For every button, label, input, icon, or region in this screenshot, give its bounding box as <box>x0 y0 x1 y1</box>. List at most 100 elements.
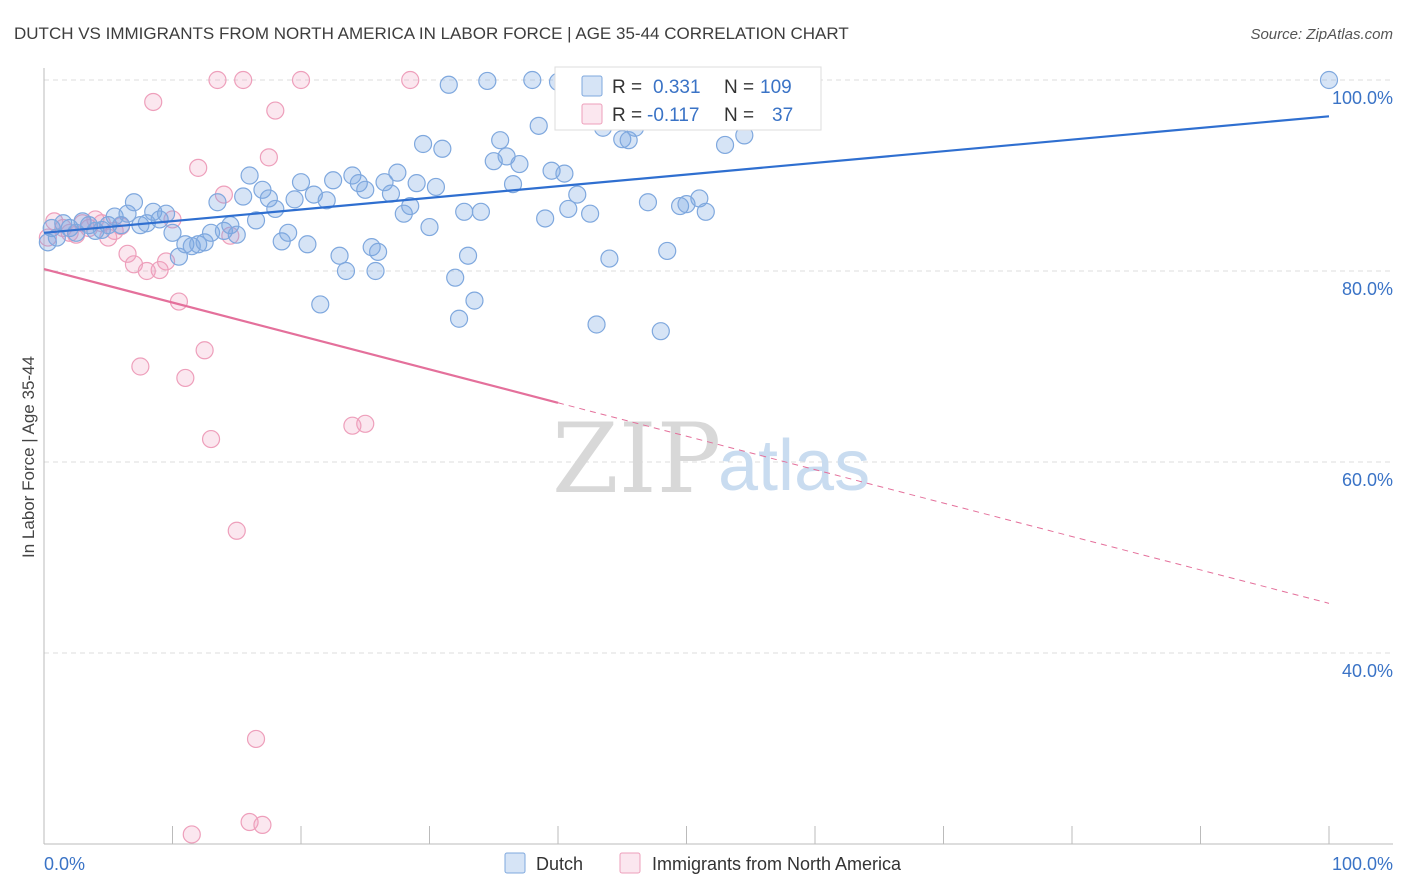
dutch-point-45 <box>324 171 343 190</box>
bottom-legend-immigrants-label: Immigrants from North America <box>652 854 902 874</box>
dutch-point-54 <box>375 173 394 192</box>
immigrants-point-35 <box>266 101 285 120</box>
dutch-point-52 <box>366 261 385 281</box>
dutch-point-0 <box>38 233 57 252</box>
axes <box>43 68 1393 845</box>
y-axis-label: In Labor Force | Age 35-44 <box>19 356 38 558</box>
immigrants-point-34 <box>259 148 278 167</box>
x-tick-label-100: 100.0% <box>1332 854 1393 874</box>
dutch-point-93 <box>638 193 658 212</box>
legend-imm-r-label: R = <box>612 105 642 126</box>
y-tick-label-80: 80.0% <box>1342 279 1393 299</box>
legend-imm-r-value: -0.117 <box>647 105 699 126</box>
dutch-point-58 <box>401 196 420 216</box>
dutch-point-84 <box>568 185 587 204</box>
chart-title: DUTCH VS IMMIGRANTS FROM NORTH AMERICA I… <box>14 24 849 43</box>
immigrants-point-16 <box>144 92 163 112</box>
dutch-point-40 <box>291 173 311 192</box>
trendlines <box>43 115 1330 604</box>
dutch-point-83 <box>559 199 578 219</box>
dutch-point-102 <box>715 135 735 155</box>
dutch-point-71 <box>478 71 497 91</box>
immigrants-trendline <box>43 268 559 404</box>
bottom-legend-swatch-immigrants <box>619 852 641 874</box>
dutch-point-59 <box>407 174 426 193</box>
dutch-point-60 <box>413 134 433 154</box>
legend-imm-n-value: 37 <box>772 105 793 126</box>
immigrants-point-26 <box>208 70 227 90</box>
dutch-point-94 <box>651 322 670 341</box>
dutch-point-90 <box>613 130 632 149</box>
bottom-legend-swatch-dutch <box>504 852 526 874</box>
immigrants-point-30 <box>234 70 253 90</box>
watermark-atlas: atlas <box>718 426 870 506</box>
dutch-point-44 <box>317 191 336 210</box>
dutch-point-25 <box>195 233 214 252</box>
dutch-point-78 <box>529 116 548 135</box>
y-tick-label-60: 60.0% <box>1342 470 1393 490</box>
dutch-point-57 <box>394 204 413 223</box>
dutch-point-95 <box>658 241 677 261</box>
legend-dutch-n-value: 109 <box>760 77 792 98</box>
dutch-point-49 <box>349 174 368 193</box>
legend-dutch-r-label: R = <box>612 77 642 98</box>
dutch-point-50 <box>356 180 375 199</box>
dutch-point-53 <box>369 242 388 261</box>
x-tick-label-0: 0.0% <box>44 854 85 874</box>
dutch-point-47 <box>336 261 356 281</box>
y-tick-label-100: 100.0% <box>1332 88 1393 108</box>
watermark: ZIP atlas <box>552 403 870 515</box>
immigrants-point-38 <box>356 414 375 433</box>
immigrants-point-12 <box>118 244 137 263</box>
dutch-point-36 <box>266 199 285 219</box>
immigrants-point-39 <box>401 70 420 90</box>
immigrants-point-14 <box>131 357 150 376</box>
dutch-point-62 <box>426 177 446 197</box>
dutch-point-27 <box>208 193 227 212</box>
immigrants-point-15 <box>137 261 156 281</box>
immigrants-point-23 <box>189 158 208 177</box>
series-legend: Dutch Immigrants from North America <box>504 852 902 874</box>
legend-swatch-immigrants <box>581 103 603 125</box>
dutch-point-64 <box>439 75 458 94</box>
y-tick-labels: 100.0% 80.0% 60.0% 40.0% <box>1332 88 1393 681</box>
dutch-point-30 <box>227 225 246 244</box>
dutch-point-13 <box>118 204 137 223</box>
dutch-point-77 <box>523 70 542 90</box>
legend-swatch-dutch <box>581 75 603 97</box>
dutch-point-32 <box>240 166 259 185</box>
dutch-point-97 <box>670 196 690 216</box>
legend-box <box>554 66 822 131</box>
dutch-trendline <box>43 115 1330 234</box>
dutch-point-65 <box>446 268 465 287</box>
dutch-point-38 <box>279 223 298 242</box>
dutch-point-86 <box>581 204 600 223</box>
dutch-points <box>38 70 1339 341</box>
immigrants-point-22 <box>182 825 201 844</box>
dutch-point-67 <box>455 202 474 221</box>
dutch-point-39 <box>285 190 304 209</box>
dutch-point-82 <box>555 164 574 183</box>
y-tick-label-40: 40.0% <box>1342 661 1393 681</box>
dutch-point-20 <box>163 223 182 242</box>
dutch-point-100 <box>696 202 715 221</box>
dutch-point-46 <box>330 246 349 265</box>
dutch-point-55 <box>381 184 401 203</box>
dutch-point-31 <box>234 187 253 206</box>
dutch-point-48 <box>343 166 362 185</box>
dutch-point-68 <box>458 246 478 265</box>
dutch-point-75 <box>503 174 523 194</box>
legend-imm-n-label: N = <box>724 105 754 126</box>
dutch-point-73 <box>491 131 510 150</box>
immigrants-point-33 <box>253 815 272 835</box>
dutch-point-69 <box>465 291 484 310</box>
dutch-point-63 <box>433 139 452 158</box>
dutch-point-79 <box>536 209 555 228</box>
dutch-point-66 <box>449 309 469 328</box>
immigrants-point-25 <box>201 429 221 449</box>
dutch-point-41 <box>298 235 317 254</box>
dutch-point-70 <box>471 202 490 221</box>
dutch-point-56 <box>388 163 407 182</box>
immigrants-point-29 <box>227 521 246 540</box>
